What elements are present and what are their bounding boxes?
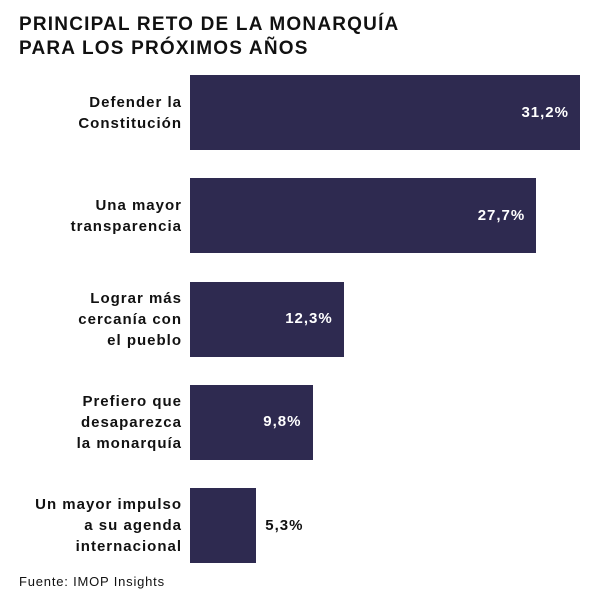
bar <box>190 488 257 564</box>
category-label: Una mayor transparencia <box>70 196 182 235</box>
value-label: 12,3% <box>285 310 333 328</box>
category-label: Lograr más cercanía con el pueblo <box>78 289 182 349</box>
chart-title: PRINCIPAL RETO DE LA MONARQUÍA <box>19 14 400 35</box>
value-label: 9,8% <box>263 413 302 431</box>
bar <box>190 281 344 357</box>
value-label: 31,2% <box>521 103 569 121</box>
bar <box>190 178 537 254</box>
category-label: Prefiero que desaparezca la monarquía <box>76 392 182 452</box>
category-label: Defender la Constitución <box>78 93 182 132</box>
value-label: 27,7% <box>477 206 526 224</box>
category-label: Un mayor impulso a su agenda internacion… <box>35 496 182 556</box>
value-label: 5,3% <box>265 516 304 534</box>
bar <box>190 384 313 460</box>
chart-title: PARA LOS PRÓXIMOS AÑOS <box>19 38 309 59</box>
bar <box>190 75 580 150</box>
source-note: Fuente: IMOP Insights <box>19 574 165 589</box>
